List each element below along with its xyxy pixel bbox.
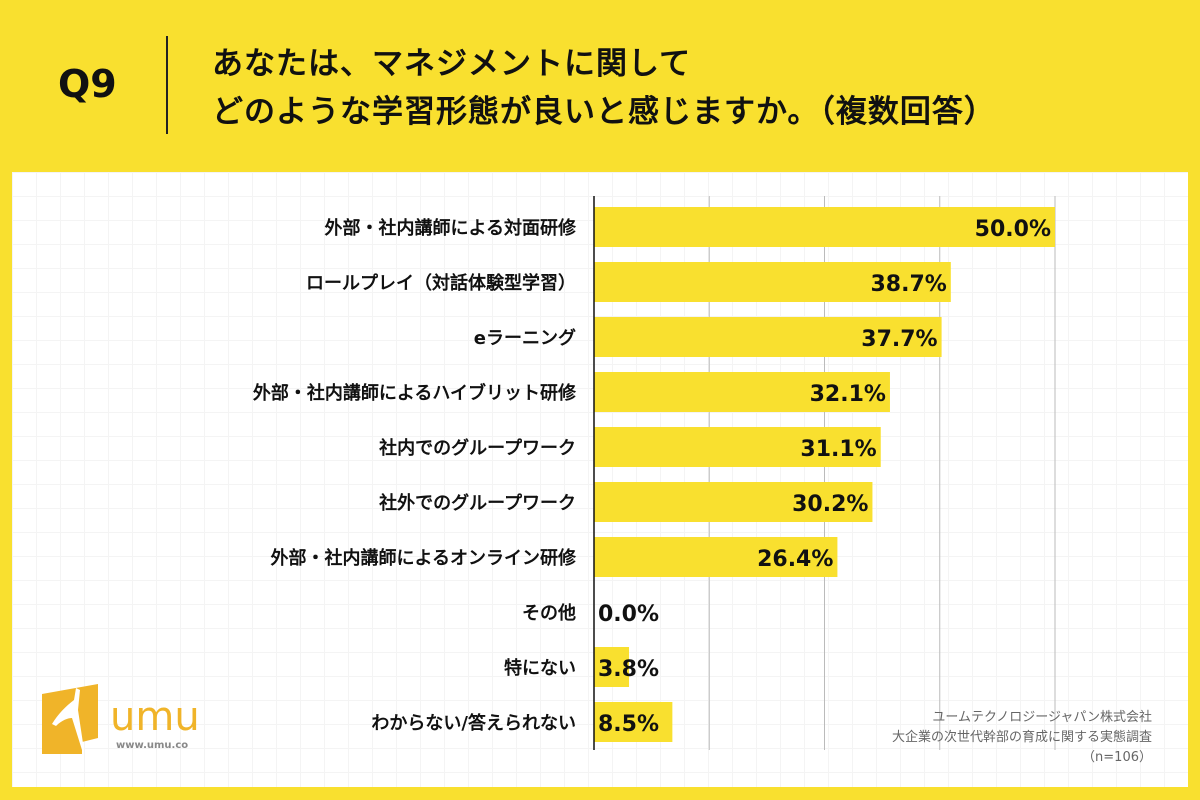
data-label: 32.1%	[810, 382, 886, 407]
category-label: 特にない	[504, 657, 576, 679]
bar	[594, 262, 951, 302]
data-label: 31.1%	[800, 437, 876, 462]
category-label: 社外でのグループワーク	[379, 492, 576, 514]
data-label: 50.0%	[975, 217, 1051, 242]
page-title: あなたは、マネジメントに関して どのような学習形態が良いと感じますか。（複数回答…	[212, 40, 996, 136]
title-line-1: あなたは、マネジメントに関して	[212, 46, 692, 82]
bar	[594, 427, 881, 467]
category-label: 外部・社内講師によるハイブリット研修	[253, 382, 577, 404]
bar	[594, 317, 942, 357]
category-label: eラーニング	[474, 327, 576, 349]
company-name: ユームテクノロジージャパン株式会社	[932, 710, 1152, 725]
bar	[594, 482, 873, 522]
title-line-2: どのような学習形態が良いと感じますか。（複数回答）	[212, 94, 996, 130]
bar	[594, 207, 1055, 247]
data-label: 3.8%	[598, 657, 659, 682]
bar	[594, 372, 890, 412]
category-label: わからない/答えられない	[371, 712, 576, 734]
category-label: 外部・社内講師によるオンライン研修	[271, 547, 577, 569]
data-label: 0.0%	[598, 602, 659, 627]
divider	[166, 36, 168, 134]
umu-logo: umu www.umu.co	[40, 680, 200, 759]
category-label: 社内でのグループワーク	[379, 437, 576, 459]
data-label: 8.5%	[598, 712, 659, 737]
category-label: 外部・社内講師による対面研修	[325, 217, 577, 239]
giraffe-logo-icon: umu www.umu.co	[42, 684, 200, 754]
data-label: 30.2%	[792, 492, 868, 517]
survey-name: 大企業の次世代幹部の育成に関する実態調査	[891, 730, 1152, 745]
bar	[594, 537, 838, 577]
logo-text: umu	[110, 694, 200, 740]
data-label: 26.4%	[757, 547, 833, 572]
data-label: 37.7%	[861, 327, 937, 352]
category-label: その他	[522, 602, 576, 624]
bar	[594, 702, 673, 742]
logo-url: www.umu.co	[116, 740, 188, 751]
bar	[594, 647, 630, 687]
data-label: 38.7%	[870, 272, 946, 297]
question-number: Q9	[58, 62, 117, 106]
category-label: ロールプレイ（対話体験型学習）	[306, 272, 576, 294]
sample-size: （n=106）	[1082, 750, 1152, 765]
source-note: ユームテクノロジージャパン株式会社 大企業の次世代幹部の育成に関する実態調査 （…	[892, 708, 1152, 768]
